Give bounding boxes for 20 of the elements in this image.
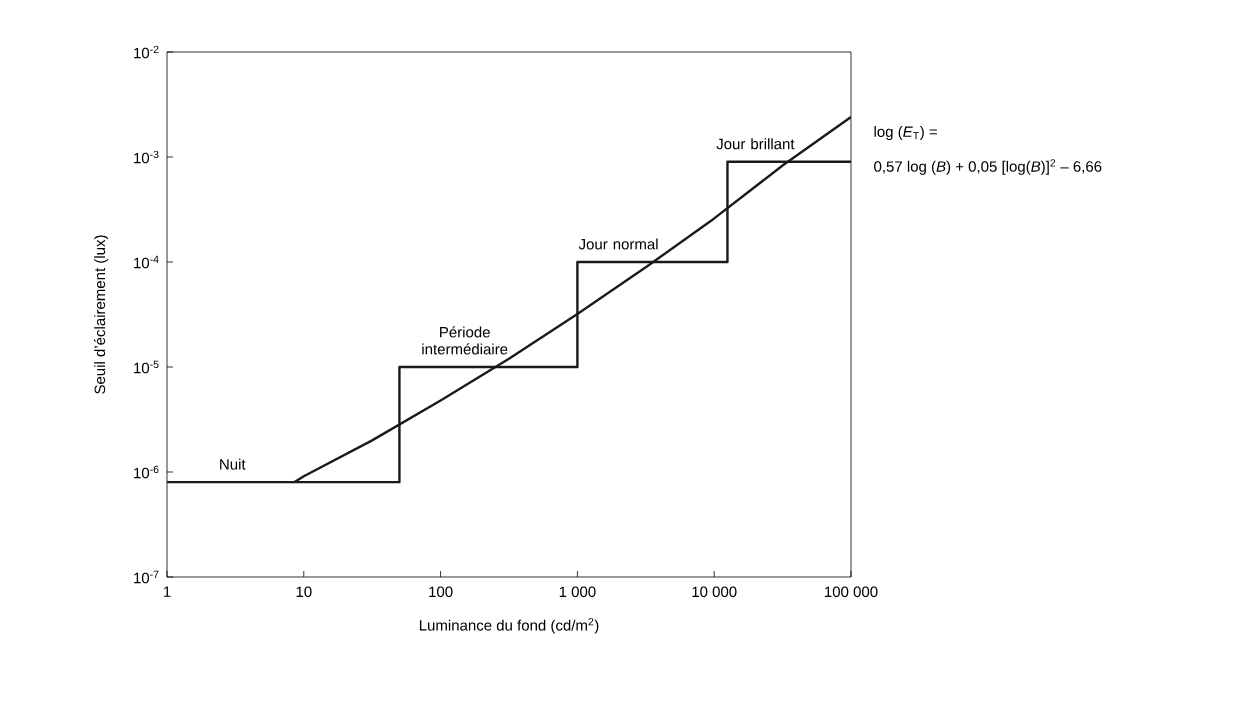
y-tick-label: 10$^{-3}$: [134, 150, 159, 164]
x-tick-label: 100: [429, 586, 453, 598]
y-tick-label: 10$^{-4}$: [134, 255, 159, 269]
x-tick-label: 10 000: [692, 586, 737, 598]
x-tick-label: 1: [163, 586, 171, 597]
x-axis-title: Luminance du fond (cd/m$^{2}$): [419, 617, 599, 634]
x-tick-label: 1 000: [559, 586, 596, 598]
text: log (E$_{T}$) =: [874, 125, 937, 140]
y-tick-label: 10$^{-5}$: [134, 360, 159, 374]
x-tick-label: 100 000: [825, 586, 878, 598]
y-tick-label: 10$^{-6}$: [134, 465, 159, 479]
y-tick-label: 10$^{-7}$: [134, 570, 159, 584]
annotation: Jour brillant: [716, 138, 795, 150]
annotation: Nuit: [220, 458, 246, 470]
text: 0,57 log (B) + 0,05 [log(B)]$^{2}$ – 6,66: [874, 159, 1102, 175]
annotation: Période intermédiaire: [422, 326, 508, 355]
y-axis-title: Seuil d’éclairement (lux): [93, 235, 109, 394]
y-tick-label: 10$^{-2}$: [134, 45, 159, 59]
annotation: Jour normal: [578, 238, 658, 250]
x-tick-label: 10: [296, 586, 312, 598]
